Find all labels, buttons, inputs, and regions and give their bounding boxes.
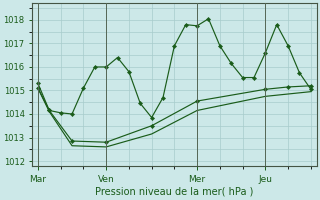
X-axis label: Pression niveau de la mer( hPa ): Pression niveau de la mer( hPa ) (95, 187, 253, 197)
